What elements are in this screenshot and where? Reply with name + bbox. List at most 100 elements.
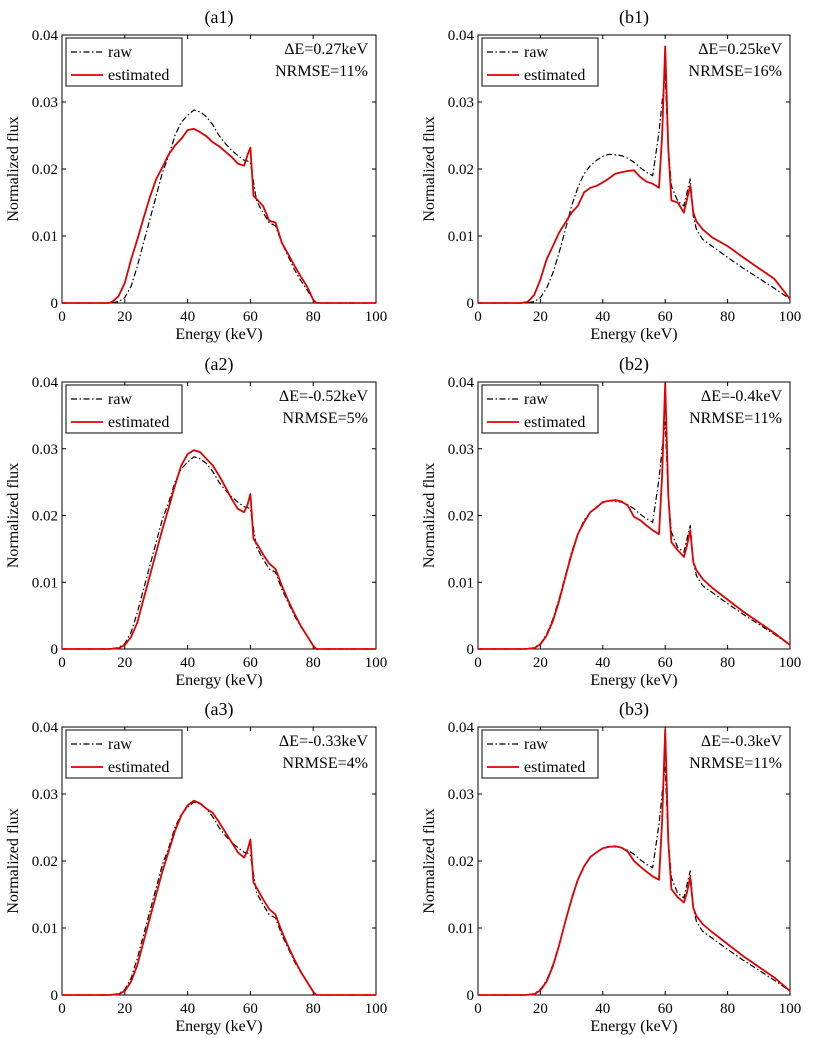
y-tick-label: 0 — [51, 642, 59, 658]
legend-label: raw — [524, 44, 548, 61]
y-tick-label: 0.01 — [32, 921, 58, 937]
legend-label: raw — [524, 391, 548, 408]
chart-panel: (a1) 0 20 40 60 80 100 0 0.01 0.02 0.03 0.04 Energy … — [5, 7, 387, 343]
y-tick-label: 0.02 — [448, 509, 474, 525]
x-tick-label: 60 — [243, 1001, 258, 1017]
annotation-text: NRMSE=5% — [283, 410, 368, 427]
series-line-raw — [62, 801, 376, 996]
x-axis-label: Energy (keV) — [590, 326, 677, 343]
x-tick-label: 40 — [180, 655, 195, 671]
series-line-raw — [62, 109, 376, 304]
x-tick-label: 20 — [117, 1001, 132, 1017]
x-tick-label: 0 — [474, 1001, 482, 1017]
x-tick-label: 100 — [779, 1001, 802, 1017]
y-tick-label: 0.02 — [32, 509, 58, 525]
y-tick-label: 0 — [467, 988, 475, 1004]
legend-label: estimated — [524, 414, 585, 431]
legend-box — [481, 384, 599, 434]
legend-label: estimated — [524, 67, 585, 84]
x-tick-label: 60 — [658, 309, 673, 325]
series-line-raw — [478, 766, 791, 996]
series-line-estimated — [62, 799, 376, 996]
x-tick-label: 80 — [306, 1001, 321, 1017]
x-tick-label: 100 — [779, 655, 802, 671]
legend-label: estimated — [108, 414, 169, 431]
y-tick-label: 0 — [467, 642, 475, 658]
annotation-text: ΔE=-0.3keV — [701, 733, 783, 750]
chart-title: (b2) — [619, 354, 649, 375]
y-tick-label: 0 — [51, 988, 59, 1004]
y-tick-label: 0.02 — [32, 854, 58, 870]
y-tick-label: 0 — [467, 296, 475, 312]
series-line-estimated — [478, 382, 791, 650]
series-line-raw — [478, 421, 791, 650]
series-line-estimated — [478, 45, 791, 304]
x-tick-label: 80 — [720, 655, 735, 671]
legend-box — [65, 384, 183, 434]
y-axis-label: Normalized flux — [421, 808, 438, 913]
x-tick-label: 100 — [365, 1001, 388, 1017]
x-tick-label: 20 — [533, 655, 548, 671]
y-tick-label: 0.04 — [32, 28, 59, 44]
y-tick-label: 0.03 — [448, 787, 474, 803]
y-tick-label: 0.01 — [32, 575, 58, 591]
y-tick-label: 0.03 — [32, 95, 58, 111]
x-tick-label: 40 — [180, 309, 195, 325]
annotation-text: NRMSE=11% — [689, 410, 782, 427]
legend-box — [65, 729, 183, 779]
x-tick-label: 100 — [779, 309, 802, 325]
x-tick-label: 0 — [474, 309, 482, 325]
y-axis-label: Normalized flux — [5, 808, 22, 913]
x-tick-label: 60 — [658, 1001, 673, 1017]
chart-panel: (b1) 0 20 40 60 80 100 0 0.01 0.02 0.03 0.04 Energy … — [421, 7, 801, 343]
legend-label: raw — [524, 736, 548, 753]
x-tick-label: 40 — [180, 1001, 195, 1017]
chart-panel: (b3) 0 20 40 60 80 100 0 0.01 0.02 0.03 0.04 Energy … — [421, 699, 801, 1035]
x-tick-label: 60 — [658, 655, 673, 671]
legend-box — [481, 729, 599, 779]
chart-title: (a3) — [205, 699, 234, 720]
annotation-text: ΔE=-0.33keV — [279, 733, 369, 750]
annotation-text: NRMSE=11% — [275, 63, 368, 80]
x-tick-label: 20 — [117, 309, 132, 325]
chart-panel: (a2) 0 20 40 60 80 100 0 0.01 0.02 0.03 0.04 Energy … — [5, 354, 387, 689]
chart-panel: (b2) 0 20 40 60 80 100 0 0.01 0.02 0.03 0.04 Energy … — [421, 354, 801, 689]
x-tick-label: 80 — [306, 309, 321, 325]
legend-label: raw — [108, 736, 132, 753]
y-tick-label: 0.04 — [448, 28, 475, 44]
x-tick-label: 60 — [243, 655, 258, 671]
annotation-text: NRMSE=16% — [689, 63, 782, 80]
x-tick-label: 20 — [533, 1001, 548, 1017]
x-tick-label: 40 — [595, 1001, 610, 1017]
y-tick-label: 0.02 — [448, 854, 474, 870]
x-tick-label: 20 — [533, 309, 548, 325]
annotation-text: ΔE=-0.52keV — [279, 388, 369, 405]
x-tick-label: 20 — [117, 655, 132, 671]
series-line-estimated — [62, 127, 376, 304]
y-tick-label: 0.01 — [448, 921, 474, 937]
legend-box — [65, 37, 183, 87]
x-tick-label: 0 — [58, 655, 66, 671]
y-tick-label: 0.03 — [448, 95, 474, 111]
y-tick-label: 0.01 — [32, 229, 58, 245]
x-axis-label: Energy (keV) — [175, 1018, 262, 1035]
chart-title: (a1) — [205, 7, 234, 28]
chart-title: (b3) — [619, 699, 649, 720]
y-tick-label: 0.02 — [448, 162, 474, 178]
annotation-text: NRMSE=4% — [283, 755, 368, 772]
x-tick-label: 80 — [720, 1001, 735, 1017]
legend-label: estimated — [108, 759, 169, 776]
y-axis-label: Normalized flux — [5, 463, 22, 568]
series-line-raw — [62, 456, 376, 650]
annotation-text: NRMSE=11% — [689, 755, 782, 772]
chart-panel: (a3) 0 20 40 60 80 100 0 0.01 0.02 0.03 0.04 Energy … — [5, 699, 387, 1035]
legend-label: raw — [108, 391, 132, 408]
y-tick-label: 0 — [51, 296, 59, 312]
series-line-estimated — [478, 728, 791, 996]
annotation-text: ΔE=-0.4keV — [701, 388, 783, 405]
x-tick-label: 80 — [720, 309, 735, 325]
y-tick-label: 0.04 — [448, 375, 475, 391]
x-tick-label: 100 — [365, 655, 388, 671]
x-tick-label: 40 — [595, 655, 610, 671]
